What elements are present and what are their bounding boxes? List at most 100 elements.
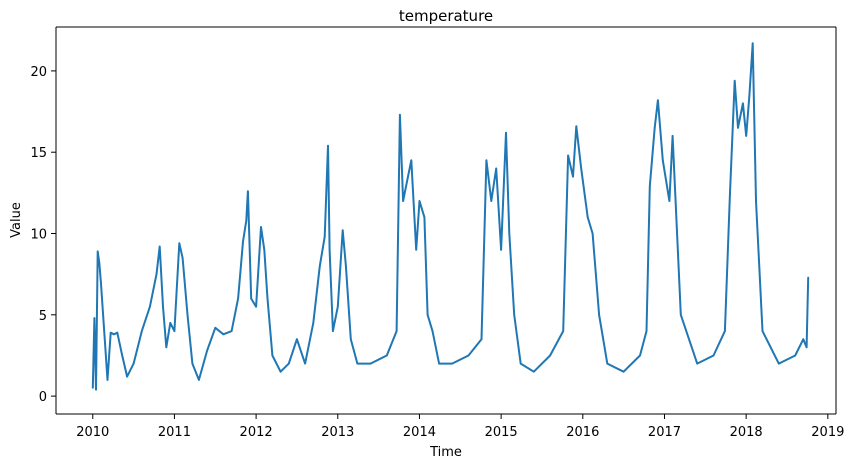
data-point — [733, 79, 736, 82]
data-point — [805, 346, 808, 349]
data-point — [423, 216, 426, 218]
data-point — [327, 144, 329, 147]
data-point — [533, 370, 535, 373]
data-point — [109, 331, 112, 334]
data-point — [606, 362, 609, 365]
x-tick-label: 2015 — [485, 425, 518, 440]
data-point — [319, 265, 321, 267]
data-point — [802, 338, 805, 341]
data-point — [513, 314, 515, 316]
data-point — [712, 354, 715, 357]
data-point — [345, 265, 347, 267]
data-point — [247, 190, 249, 192]
data-point — [402, 200, 404, 202]
data-point — [312, 322, 315, 324]
data-point — [356, 362, 359, 365]
data-point — [680, 314, 682, 316]
x-tick-label: 2019 — [811, 425, 844, 440]
data-point — [304, 362, 306, 365]
data-point — [95, 388, 97, 391]
data-point — [399, 114, 401, 116]
data-point — [121, 354, 123, 357]
data-point — [431, 330, 434, 332]
y-axis-label: Value — [9, 202, 24, 238]
x-axis-label: Time — [429, 445, 462, 460]
data-point — [657, 99, 659, 101]
data-point — [386, 354, 388, 357]
data-point — [369, 362, 372, 365]
data-point — [186, 314, 189, 316]
data-point — [288, 362, 290, 365]
data-point — [98, 262, 101, 264]
data-point — [622, 370, 625, 373]
data-point — [662, 159, 664, 162]
data-point — [580, 167, 582, 170]
data-point — [562, 330, 564, 332]
data-point — [350, 338, 352, 341]
data-point — [162, 305, 164, 308]
data-point — [807, 276, 809, 279]
data-point — [645, 330, 648, 332]
data-point — [271, 354, 274, 357]
data-point — [242, 240, 244, 243]
data-point — [323, 236, 326, 238]
data-point — [266, 297, 269, 300]
data-point — [505, 131, 507, 134]
data-point — [106, 379, 109, 381]
y-tick-label: 10 — [30, 228, 47, 243]
data-point — [761, 330, 764, 332]
data-point — [279, 370, 282, 373]
data-point — [132, 362, 135, 365]
data-point — [668, 200, 671, 202]
y-axis-ticks: 0 5 10 15 20 — [30, 65, 56, 405]
data-point — [467, 354, 470, 357]
data-point — [415, 249, 418, 251]
data-point — [410, 159, 413, 162]
data-point — [742, 102, 744, 105]
plot-area — [56, 27, 836, 414]
chart-title: temperature — [399, 7, 493, 25]
data-point — [141, 330, 143, 332]
data-point — [191, 362, 194, 365]
data-point — [116, 331, 119, 334]
data-point — [93, 317, 96, 319]
data-point — [696, 362, 698, 365]
data-point — [96, 250, 99, 253]
data-point — [598, 314, 600, 316]
data-point — [572, 175, 574, 178]
data-point — [328, 249, 331, 251]
data-point — [149, 305, 151, 308]
data-point — [178, 242, 181, 245]
axes-frame — [55, 26, 837, 415]
data-point — [485, 159, 488, 162]
data-point — [653, 127, 656, 129]
data-point — [549, 354, 551, 357]
data-point — [181, 257, 184, 259]
data-point — [165, 346, 168, 349]
data-point — [169, 322, 172, 324]
data-point — [173, 330, 176, 332]
data-point — [490, 200, 493, 202]
x-axis-ticks: 2010 2011 2012 2013 2014 2015 2016 2017 2018 2019 — [76, 414, 844, 440]
series-layer — [91, 42, 810, 391]
data-point — [567, 154, 569, 157]
data-point — [250, 297, 252, 300]
x-tick-label: 2018 — [730, 425, 763, 440]
data-point — [222, 333, 225, 336]
data-point — [113, 333, 115, 336]
data-point — [778, 362, 780, 365]
data-point — [407, 175, 409, 178]
data-point — [745, 135, 747, 137]
y-tick-label: 15 — [30, 146, 47, 161]
data-point — [198, 379, 200, 381]
data-point — [230, 330, 233, 332]
series-line-temperature — [91, 42, 810, 391]
data-point — [794, 354, 796, 357]
data-point — [586, 216, 589, 218]
x-tick-label: 2017 — [648, 425, 681, 440]
data-point — [296, 338, 298, 341]
data-point — [263, 249, 266, 251]
data-point — [158, 245, 161, 248]
data-point — [245, 219, 248, 222]
